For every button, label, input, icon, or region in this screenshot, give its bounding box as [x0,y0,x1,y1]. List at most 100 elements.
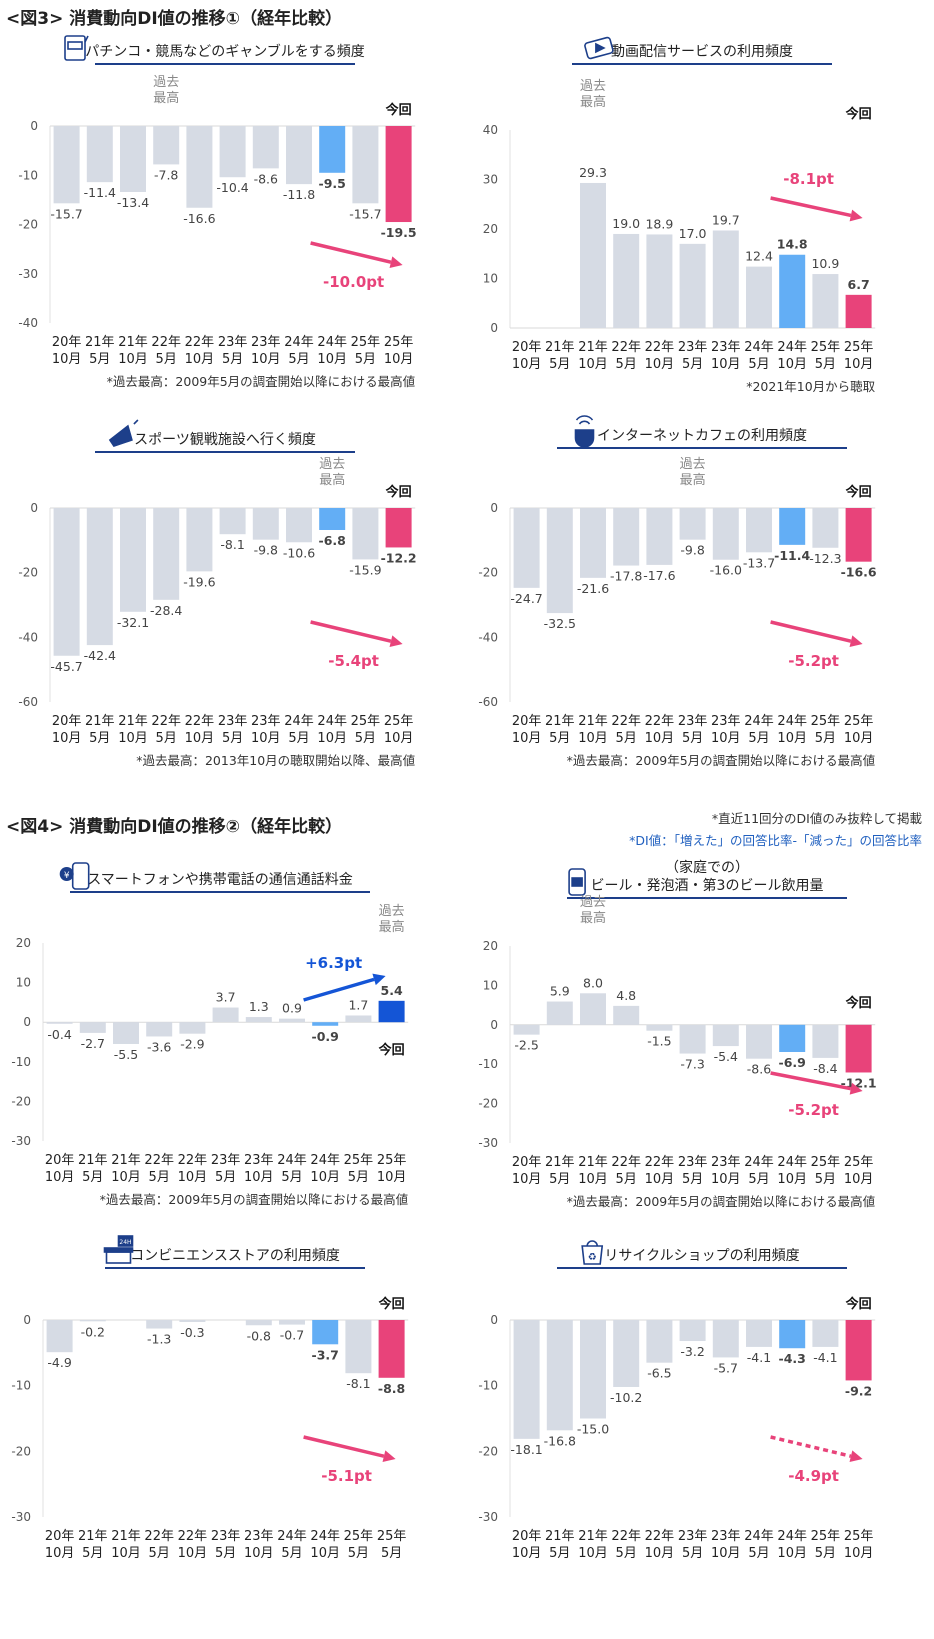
x-tick-label-month: 10月 [111,1546,141,1561]
data-label: -4.3 [779,1351,806,1366]
y-tick-label: -60 [478,695,498,709]
bar [312,1022,339,1026]
data-label: -8.8 [378,1381,405,1396]
data-label: -17.8 [610,569,642,584]
bar [712,1320,739,1358]
diff-arrow-head [372,973,386,986]
x-tick-label-year: 21年 [78,1529,108,1544]
chart-title: スポーツ観戦施設へ行く頻度 [134,431,316,448]
bar [79,1320,106,1322]
y-tick-label: 40 [483,123,498,137]
x-tick-label-month: 10月 [777,357,807,372]
x-tick-label-year: 25年 [811,1155,841,1170]
y-tick-label: 0 [490,321,498,335]
chart-title: パチンコ・競馬などのギャンブルをする頻度 [85,43,365,60]
data-label: 29.3 [579,165,607,180]
data-label: 5.4 [381,983,403,998]
data-label: -4.1 [747,1350,771,1365]
diff-arrow-line [310,241,392,264]
data-label: -8.4 [813,1061,837,1076]
bar [385,126,412,223]
x-tick-label-month: 5月 [348,1170,369,1185]
chart-title: インターネットカフェの利用頻度 [597,428,807,444]
x-tick-label-month: 5月 [82,1170,103,1185]
bar [779,1024,806,1052]
x-tick-label-year: 25年 [811,340,841,355]
chart-title: ビール・発泡酒・第3のビール飲用量 [591,877,824,894]
y-tick-label: 20 [483,222,498,236]
bar [252,126,279,169]
bar [46,1022,73,1024]
x-tick-label-year: 22年 [144,1529,174,1544]
x-tick-label-month: 10月 [711,1172,741,1187]
y-tick-label: 20 [483,939,498,953]
x-tick-label-year: 20年 [512,714,542,729]
x-tick-label-month: 5月 [682,1172,703,1187]
x-tick-label-month: 5月 [281,1546,302,1561]
diff-arrow-line [770,1435,852,1458]
x-tick-label-month: 10月 [317,731,347,746]
x-tick-label-month: 10月 [52,731,82,746]
recycle-bag-icon: ♻ [581,1240,604,1265]
x-tick-label-month: 10月 [645,357,675,372]
bar [580,508,606,578]
x-tick-label-year: 22年 [645,340,675,355]
x-tick-label-month: 5月 [748,357,769,372]
chart-video: 動画配信サービスの利用頻度 40 30 20 10 0 29.3 19.0 18.9 17.0 19… [483,36,876,394]
bar [779,508,806,545]
data-label: 8.0 [583,975,603,990]
x-tick-label-year: 20年 [512,1529,542,1544]
data-label: -15.7 [349,206,381,221]
chart-footnote: *過去最高：2009年5月の調査開始以降における最高値 [100,1192,409,1207]
data-label: -5.7 [714,1360,738,1375]
bar [845,1320,872,1381]
x-tick-label-year: 24年 [777,340,807,355]
bar [712,508,739,560]
x-tick-label-year: 21年 [545,340,575,355]
x-tick-label-month: 10月 [310,1170,340,1185]
x-tick-label-year: 25年 [377,1529,407,1544]
x-tick-label-month: 10月 [578,1546,608,1561]
x-tick-label-year: 24年 [777,1529,807,1544]
y-tick-label: 0 [23,1313,31,1327]
y-tick-label: -40 [18,630,38,644]
data-label: -16.8 [544,1433,576,1448]
store-24h-icon: 24H [103,1235,134,1264]
chart-footnote: *過去最高：2009年5月の調査開始以降における最高値 [567,1194,876,1209]
x-tick-label-month: 10月 [251,352,281,367]
data-label: -11.8 [283,187,315,202]
x-tick-label-month: 5月 [748,1546,769,1561]
diff-label: -5.1pt [321,1467,372,1485]
data-label: 14.8 [777,237,808,252]
x-tick-label-year: 23年 [218,335,248,350]
x-tick-label-month: 5月 [549,1546,570,1561]
data-label: -3.7 [312,1347,339,1362]
bar [546,1320,573,1431]
y-tick-label: -30 [11,1134,31,1148]
y-tick-label: -10 [11,1379,31,1393]
data-label: -19.6 [183,574,215,589]
chart-recycle: リサイクルショップの利用頻度 ♻ 0 -10 -20 -30 -18.1-16.8-15.0… [478,1240,876,1561]
x-tick-label-year: 23年 [711,1155,741,1170]
bar [319,126,346,173]
y-tick-label: -40 [478,630,498,644]
data-label: -32.5 [544,616,576,631]
x-tick-label-year: 22年 [185,335,215,350]
bar [746,1024,772,1059]
x-tick-label-month: 10月 [512,731,542,746]
bar [53,508,80,656]
current-label: 今回 [378,1296,405,1312]
bar [746,266,772,328]
bar [513,1024,540,1035]
bar [252,508,279,540]
diff-label: -10.0pt [323,273,384,291]
data-label: -11.4 [84,185,116,200]
bar [378,1000,405,1023]
data-label: -4.9 [47,1355,71,1370]
chart-title: リサイクルショップの利用頻度 [604,1248,799,1264]
bar [546,1001,573,1025]
data-label: 17.0 [679,226,707,241]
x-tick-label-year: 21年 [545,1529,575,1544]
past-high-label: 過去 [580,895,606,910]
data-label: -42.4 [84,648,116,663]
